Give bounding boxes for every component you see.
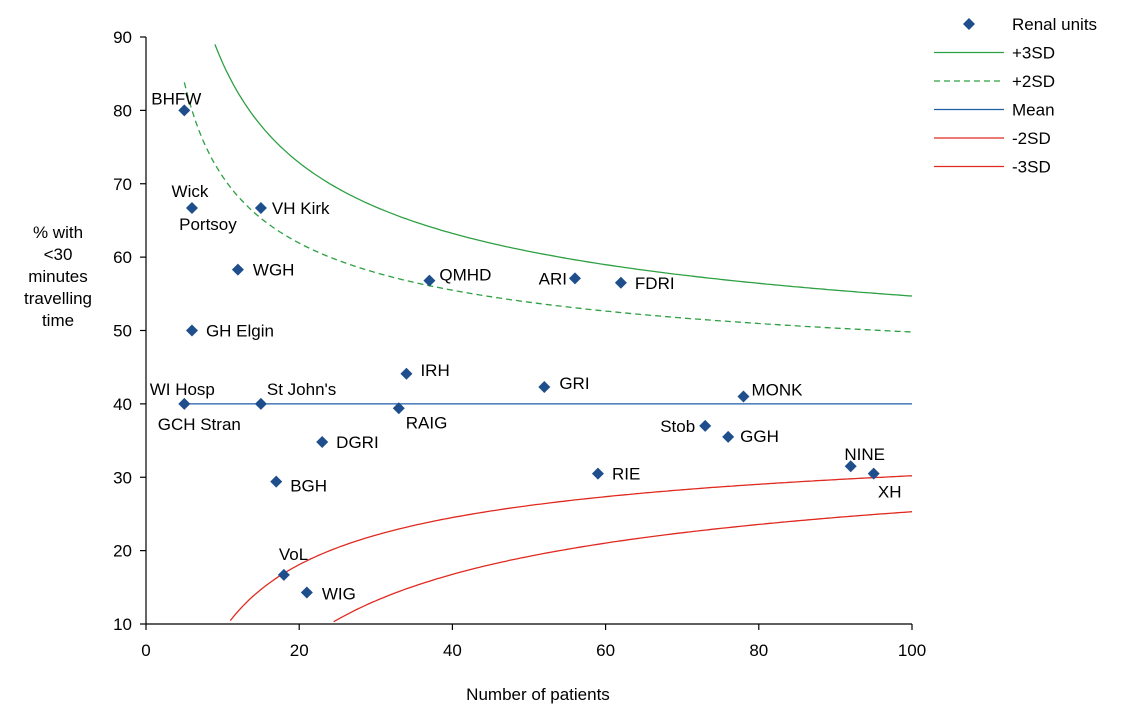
y-tick-label: 60 <box>113 248 132 267</box>
renal-unit-marker <box>844 460 857 473</box>
x-tick-label: 100 <box>898 641 926 660</box>
renal-unit-marker <box>185 201 198 214</box>
point-label: MONK <box>751 381 803 400</box>
y-tick-label: 40 <box>113 395 132 414</box>
minus-3sd-curve <box>333 511 913 623</box>
renal-unit-marker <box>185 324 198 337</box>
renal-unit-marker <box>614 276 627 289</box>
renal-unit-marker <box>300 586 313 599</box>
y-axis-title-line: <30 <box>44 245 73 264</box>
renal-unit-marker <box>178 397 191 410</box>
point-label: XH <box>878 483 902 502</box>
x-tick-label: 20 <box>290 641 309 660</box>
renal-unit-marker <box>178 104 191 117</box>
minus-2sd-curve <box>229 475 913 622</box>
renal-unit-marker <box>231 263 244 276</box>
point-label: Wick <box>172 182 209 201</box>
y-axis-title-line: travelling <box>24 289 92 308</box>
renal-unit-marker <box>699 419 712 432</box>
point-label: WGH <box>253 261 295 280</box>
plus-3sd-curve <box>214 44 913 297</box>
x-tick-label: 80 <box>749 641 768 660</box>
data-points <box>178 104 880 599</box>
renal-unit-marker <box>254 397 267 410</box>
legend-label-plus3: +3SD <box>1012 44 1055 63</box>
renal-unit-marker <box>400 367 413 380</box>
point-label: WI Hosp <box>150 380 215 399</box>
y-axis-title-line: % with <box>33 223 83 242</box>
x-axis-title: Number of patients <box>466 685 610 704</box>
renal-unit-marker <box>737 390 750 403</box>
x-tick-label: 60 <box>596 641 615 660</box>
point-label: BHFW <box>151 89 201 108</box>
y-axis-title: % with <30 minutes travelling time <box>24 223 92 330</box>
legend-marker-renal-units <box>963 18 975 30</box>
y-tick-label: 50 <box>113 322 132 341</box>
renal-unit-marker <box>867 467 880 480</box>
renal-unit-marker <box>722 430 735 443</box>
renal-unit-marker <box>538 380 551 393</box>
renal-unit-marker <box>277 568 290 581</box>
legend-label-plus2: +2SD <box>1012 72 1055 91</box>
y-tick-label: 30 <box>113 468 132 487</box>
point-label: BGH <box>290 477 327 496</box>
y-axis-title-line: minutes <box>28 267 88 286</box>
point-label: ARI <box>539 269 567 288</box>
renal-unit-marker <box>270 475 283 488</box>
legend-label-mean: Mean <box>1012 101 1055 120</box>
y-tick-label: 20 <box>113 542 132 561</box>
point-label: IRH <box>420 361 449 380</box>
point-label: QMHD <box>439 266 491 285</box>
renal-unit-marker <box>392 402 405 415</box>
point-label: NINE <box>844 445 885 464</box>
axes: 10 20 30 40 50 60 70 80 90 0 20 40 60 80 100 <box>113 28 926 660</box>
y-axis-title-line: time <box>42 311 74 330</box>
control-limit-curves <box>183 44 913 623</box>
y-tick-label: 70 <box>113 175 132 194</box>
renal-unit-marker <box>254 201 267 214</box>
legend-label-points: Renal units <box>1012 15 1097 34</box>
legend-label-minus3: -3SD <box>1012 158 1051 177</box>
legend: Renal units +3SD +2SD Mean -2SD -3SD <box>934 15 1097 177</box>
renal-unit-marker <box>568 272 581 285</box>
point-label: RAIG <box>406 413 448 432</box>
point-label: GCH Stran <box>158 415 241 434</box>
renal-unit-marker <box>316 436 329 449</box>
point-label: St John's <box>267 380 336 399</box>
point-label: DGRI <box>336 433 379 452</box>
point-label: VH Kirk <box>272 199 330 218</box>
point-label: VoL <box>279 545 308 564</box>
renal-unit-marker <box>591 467 604 480</box>
y-tick-label: 10 <box>113 615 132 634</box>
point-label: WIG <box>322 584 356 603</box>
point-labels: BHFW Wick Portsoy VH Kirk WGH GH Elgin WI Hosp… <box>150 89 902 603</box>
point-label: GH Elgin <box>206 322 274 341</box>
point-label: GGH <box>740 427 779 446</box>
y-tick-label: 80 <box>113 101 132 120</box>
point-label: FDRI <box>635 274 675 293</box>
point-label: Portsoy <box>179 215 237 234</box>
renal-unit-marker <box>423 274 436 287</box>
point-label: RIE <box>612 465 640 484</box>
point-label: Stob <box>660 417 695 436</box>
point-label: GRI <box>559 374 589 393</box>
y-tick-label: 90 <box>113 28 132 47</box>
legend-label-minus2: -2SD <box>1012 129 1051 148</box>
plus-2sd-curve <box>183 82 913 333</box>
x-tick-label: 40 <box>443 641 462 660</box>
x-tick-label: 0 <box>141 641 150 660</box>
